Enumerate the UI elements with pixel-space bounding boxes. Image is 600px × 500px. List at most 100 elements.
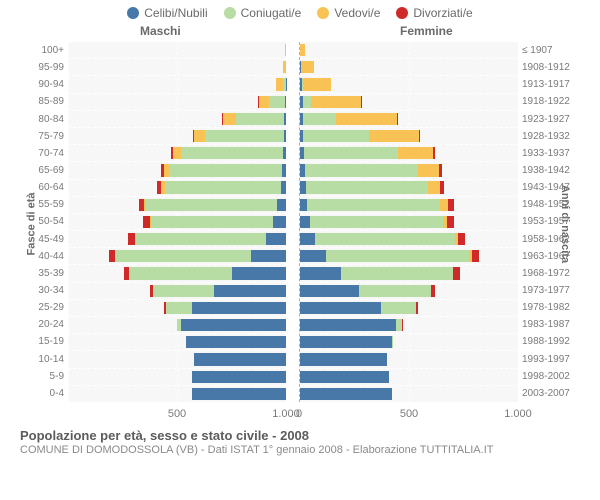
legend-swatch — [396, 7, 408, 19]
age-label: 10-14 — [20, 351, 64, 368]
age-label: 20-24 — [20, 316, 64, 333]
age-label: 5-9 — [20, 368, 64, 385]
pyramid-row — [68, 127, 286, 144]
legend-item: Celibi/Nubili — [127, 6, 207, 20]
segment-widowed — [369, 130, 419, 142]
pyramid-row — [68, 350, 286, 367]
pyramid-row — [300, 333, 518, 350]
segment-widowed — [223, 113, 236, 125]
pyramid-row — [68, 42, 286, 58]
pyramid-row — [300, 350, 518, 367]
year-label: 1928-1932 — [522, 128, 580, 145]
segment-single — [300, 250, 326, 262]
pyramid-row — [68, 230, 286, 247]
segment-married — [303, 113, 336, 125]
segment-widowed — [285, 44, 286, 56]
pyramid-row — [300, 161, 518, 178]
x-tick: 500 — [400, 408, 418, 420]
segment-single — [300, 371, 389, 383]
segment-married — [146, 199, 277, 211]
legend-label: Divorziati/e — [413, 6, 472, 20]
segment-single — [192, 302, 286, 314]
year-label: 1948-1952 — [522, 196, 580, 213]
segment-single — [300, 199, 307, 211]
year-label: 1988-1992 — [522, 333, 580, 350]
segment-married — [310, 216, 443, 228]
population-pyramid: Maschi Femmine Fasce di età Anni di nasc… — [20, 24, 580, 424]
pyramid-row — [68, 368, 286, 385]
segment-single — [300, 267, 341, 279]
segment-married — [359, 285, 431, 297]
segment-married — [116, 250, 251, 262]
pyramid-row — [300, 179, 518, 196]
segment-single — [284, 130, 286, 142]
pyramid-row — [300, 93, 518, 110]
segment-married — [307, 199, 440, 211]
legend-swatch — [127, 7, 139, 19]
year-label: ≤ 1907 — [522, 42, 580, 59]
age-label: 60-64 — [20, 179, 64, 196]
segment-divorced — [439, 164, 442, 176]
x-tick: 1.000 — [504, 408, 532, 420]
segment-single — [266, 233, 286, 245]
segment-widowed — [194, 130, 205, 142]
year-label: 1993-1997 — [522, 351, 580, 368]
segment-widowed — [303, 78, 331, 90]
legend-item: Divorziati/e — [396, 6, 472, 20]
segment-widowed — [259, 96, 270, 108]
pyramid-row — [68, 385, 286, 402]
legend-label: Coniugati/e — [241, 6, 302, 20]
year-label: 1998-2002 — [522, 368, 580, 385]
segment-single — [300, 302, 381, 314]
segment-divorced — [433, 147, 435, 159]
segment-married — [303, 130, 368, 142]
segment-widowed — [311, 96, 361, 108]
pyramid-row — [68, 299, 286, 316]
segment-single — [277, 199, 286, 211]
segment-widowed — [283, 61, 286, 73]
segment-single — [285, 96, 286, 108]
segment-married — [153, 285, 214, 297]
age-label: 25-29 — [20, 299, 64, 316]
year-label: 1913-1917 — [522, 76, 580, 93]
legend-label: Vedovi/e — [334, 6, 380, 20]
pyramid-row — [300, 368, 518, 385]
segment-single — [282, 164, 286, 176]
pyramid-row — [68, 264, 286, 281]
segment-single — [300, 336, 392, 348]
chart-title: Popolazione per età, sesso e stato civil… — [20, 428, 580, 444]
segment-single — [300, 216, 310, 228]
male-plot — [68, 42, 286, 402]
segment-married — [306, 181, 428, 193]
segment-married — [269, 96, 284, 108]
segment-single — [284, 113, 286, 125]
pyramid-row — [300, 127, 518, 144]
age-label: 70-74 — [20, 145, 64, 162]
segment-divorced — [397, 113, 398, 125]
pyramid-row — [68, 75, 286, 92]
pyramid-row — [300, 144, 518, 161]
segment-married — [315, 233, 455, 245]
age-label: 55-59 — [20, 196, 64, 213]
pyramid-row — [68, 316, 286, 333]
pyramid-row — [68, 247, 286, 264]
pyramid-row — [68, 179, 286, 196]
segment-married — [381, 302, 416, 314]
segment-divorced — [447, 216, 454, 228]
pyramid-row — [300, 316, 518, 333]
age-label: 15-19 — [20, 333, 64, 350]
segment-single — [273, 216, 286, 228]
legend-item: Coniugati/e — [224, 6, 302, 20]
age-labels: 100+95-9990-9485-8980-8475-7970-7465-696… — [20, 42, 64, 402]
segment-divorced — [453, 267, 459, 279]
year-label: 1958-1962 — [522, 231, 580, 248]
pyramid-row — [300, 282, 518, 299]
segment-single — [232, 267, 287, 279]
segment-divorced — [458, 233, 465, 245]
year-label: 1933-1937 — [522, 145, 580, 162]
pyramid-row — [68, 161, 286, 178]
pyramid-row — [300, 196, 518, 213]
pyramid-row — [300, 264, 518, 281]
age-label: 40-44 — [20, 248, 64, 265]
age-label: 50-54 — [20, 213, 64, 230]
